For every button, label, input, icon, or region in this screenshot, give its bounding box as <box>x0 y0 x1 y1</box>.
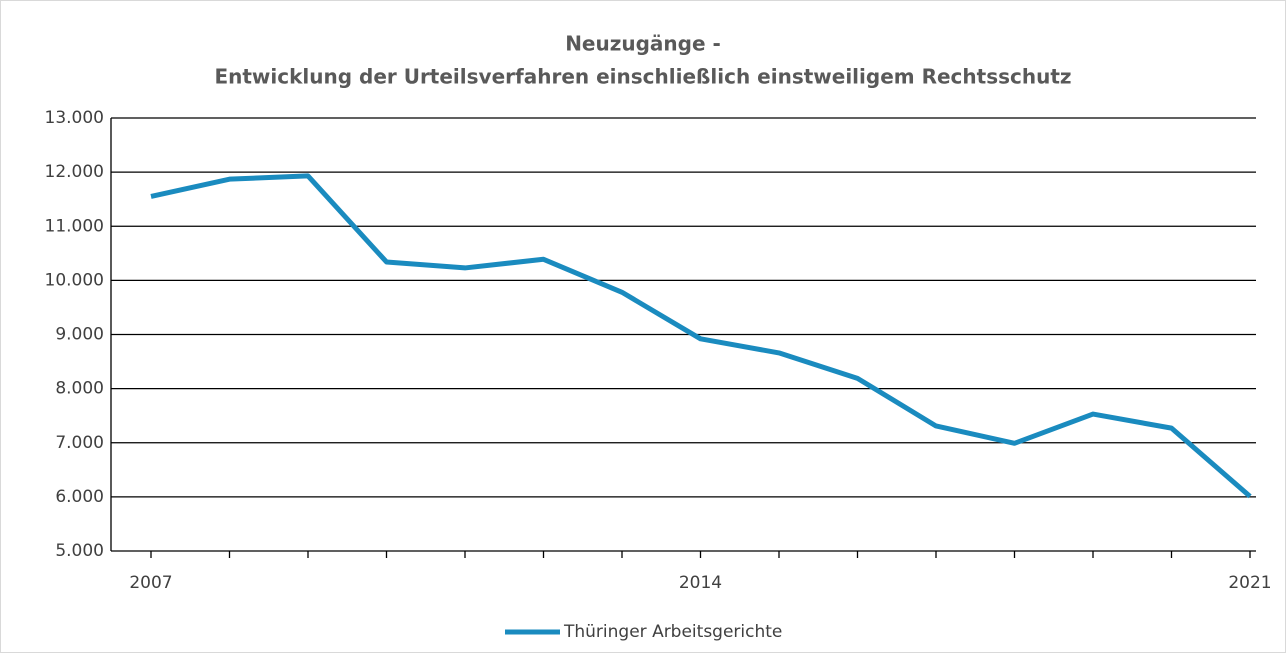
y-tick-label: 13.000 <box>45 108 104 128</box>
y-tick-label: 5.000 <box>55 541 104 561</box>
y-tick-label: 7.000 <box>55 433 104 453</box>
y-tick-label: 12.000 <box>45 162 104 182</box>
y-tick-label: 11.000 <box>45 216 104 236</box>
x-tick-label: 2014 <box>679 573 722 593</box>
legend-label: Thüringer Arbeitsgerichte <box>563 622 782 642</box>
x-tick-label: 2007 <box>129 573 172 593</box>
y-tick-label: 6.000 <box>55 487 104 507</box>
y-tick-label: 9.000 <box>55 325 104 345</box>
y-tick-label: 10.000 <box>45 270 104 290</box>
x-tick-label: 2021 <box>1228 573 1271 593</box>
data-line <box>150 173 1252 499</box>
chart-title: Neuzugänge - <box>565 32 721 56</box>
y-tick-label: 8.000 <box>55 379 104 399</box>
chart-subtitle: Entwicklung der Urteilsverfahren einschl… <box>214 65 1071 89</box>
